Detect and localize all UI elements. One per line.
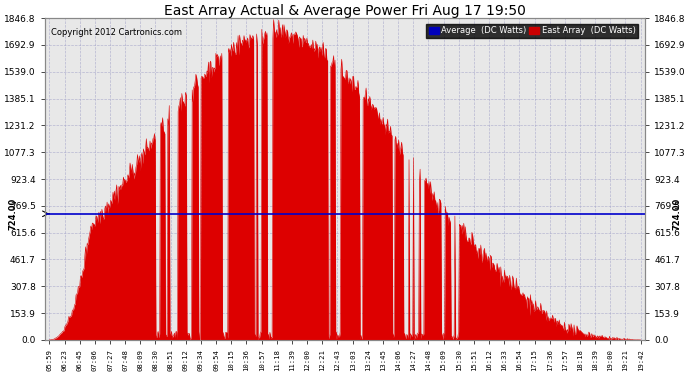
Text: 724.00: 724.00 bbox=[9, 198, 18, 230]
Text: Copyright 2012 Cartronics.com: Copyright 2012 Cartronics.com bbox=[51, 28, 182, 37]
Legend: Average  (DC Watts), East Array  (DC Watts): Average (DC Watts), East Array (DC Watts… bbox=[426, 24, 638, 38]
Title: East Array Actual & Average Power Fri Aug 17 19:50: East Array Actual & Average Power Fri Au… bbox=[164, 4, 526, 18]
Text: 724.00: 724.00 bbox=[672, 198, 681, 230]
